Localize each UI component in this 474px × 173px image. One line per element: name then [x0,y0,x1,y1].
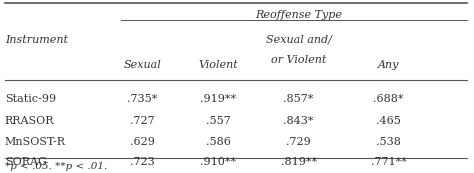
Text: MnSOST-R: MnSOST-R [5,137,66,147]
Text: .586: .586 [206,137,230,147]
Text: Sexual and/: Sexual and/ [266,35,331,45]
Text: .538: .538 [376,137,401,147]
Text: Sexual: Sexual [123,60,161,70]
Text: Instrument: Instrument [5,35,68,45]
Text: .843*: .843* [283,116,314,126]
Text: .910**: .910** [200,157,236,167]
Text: .688*: .688* [374,94,404,104]
Text: .771**: .771** [371,157,407,167]
Text: .729: .729 [286,137,311,147]
Text: .723: .723 [130,157,155,167]
Text: Violent: Violent [198,60,238,70]
Text: .919**: .919** [200,94,236,104]
Text: .857*: .857* [283,94,314,104]
Text: or Violent: or Violent [271,55,326,65]
Text: Static-99: Static-99 [5,94,56,104]
Text: Any: Any [378,60,400,70]
Text: .465: .465 [376,116,401,126]
Text: Reoffense Type: Reoffense Type [255,10,342,20]
Text: RRASOR: RRASOR [5,116,54,126]
Text: *p < .05. **p < .01.: *p < .05. **p < .01. [5,162,107,171]
Text: .727: .727 [130,116,155,126]
Text: SORAG: SORAG [5,157,46,167]
Text: .629: .629 [130,137,155,147]
Text: .819**: .819** [281,157,317,167]
Text: .557: .557 [206,116,230,126]
Text: .735*: .735* [127,94,157,104]
